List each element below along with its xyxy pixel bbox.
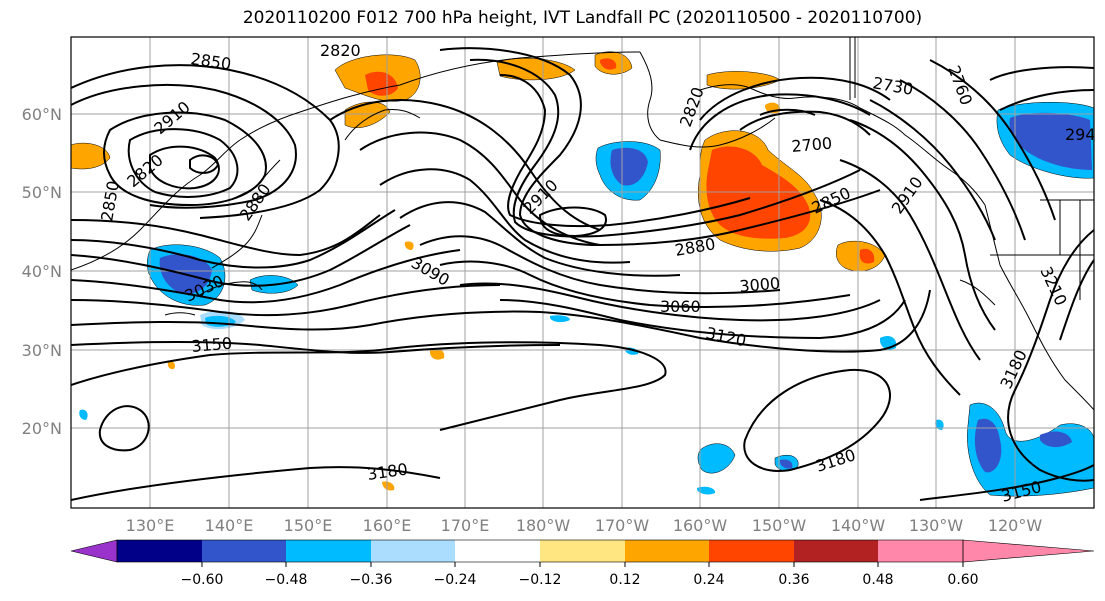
colorbar-tick-label: 0.48 [862, 572, 893, 588]
colorbar-tick-label: −0.12 [519, 572, 562, 588]
colorbar-tick-label: 0.12 [609, 572, 640, 588]
colorbar-tick-label: −0.48 [265, 572, 308, 588]
lon-label: 170°W [595, 516, 650, 535]
lon-label: 150°E [284, 516, 333, 535]
colorbar-tick-label: −0.36 [350, 572, 393, 588]
ivt-shading [71, 51, 1094, 497]
lon-label: 180°W [516, 516, 571, 535]
colorbar-tick-label: 0.36 [778, 572, 809, 588]
longitude-labels: 130°E 140°E 150°E 160°E 170°E 180°W 170°… [126, 516, 1043, 535]
colorbar: −0.60 −0.48 −0.36 −0.24 −0.12 0.12 0.24 … [70, 539, 1095, 588]
colorbar-bin [540, 540, 625, 562]
plot-area [71, 37, 1094, 508]
contour-label: 2700 [791, 134, 833, 156]
lat-label: 50°N [22, 183, 62, 202]
colorbar-bin [878, 540, 963, 562]
colorbar-bin [117, 540, 202, 562]
colorbar-bin [286, 540, 371, 562]
lon-label: 170°E [441, 516, 490, 535]
map-title: 2020110200 F012 700 hPa height, IVT Land… [242, 8, 923, 28]
lon-label: 140°E [205, 516, 254, 535]
lon-label: 130°E [126, 516, 175, 535]
latitude-labels: 60°N 50°N 40°N 30°N 20°N [22, 105, 62, 438]
contour-label: 2820 [320, 41, 361, 60]
lon-label: 140°W [831, 516, 886, 535]
lat-label: 30°N [22, 341, 62, 360]
colorbar-bin [709, 540, 794, 562]
colorbar-tick-label: 0.24 [693, 572, 724, 588]
lon-label: 130°W [909, 516, 964, 535]
lon-label: 160°W [673, 516, 728, 535]
contour-label: 294 [1065, 125, 1096, 144]
colorbar-tick-label: 0.60 [947, 572, 978, 588]
lon-label: 120°W [988, 516, 1043, 535]
lat-label: 20°N [22, 419, 62, 438]
colorbar-bin [455, 540, 540, 562]
colorbar-right-arrow [962, 539, 1095, 563]
colorbar-bin [794, 540, 878, 562]
colorbar-bin [202, 540, 286, 562]
contour-label: 3000 [739, 274, 781, 296]
plot-border [70, 36, 1095, 509]
lat-label: 60°N [22, 105, 62, 124]
graticule [71, 37, 1094, 508]
contour-label: 3150 [191, 334, 233, 356]
colorbar-tick-label: −0.24 [434, 572, 477, 588]
colorbar-left-arrow [70, 539, 118, 563]
colorbar-bin [371, 540, 455, 562]
contour-label: 3060 [660, 297, 701, 316]
lon-label: 150°W [752, 516, 807, 535]
colorbar-tick-label: −0.60 [181, 572, 224, 588]
lon-label: 160°E [363, 516, 412, 535]
colorbar-bin [625, 540, 709, 562]
lat-label: 40°N [22, 262, 62, 281]
height-contours [71, 47, 1094, 501]
